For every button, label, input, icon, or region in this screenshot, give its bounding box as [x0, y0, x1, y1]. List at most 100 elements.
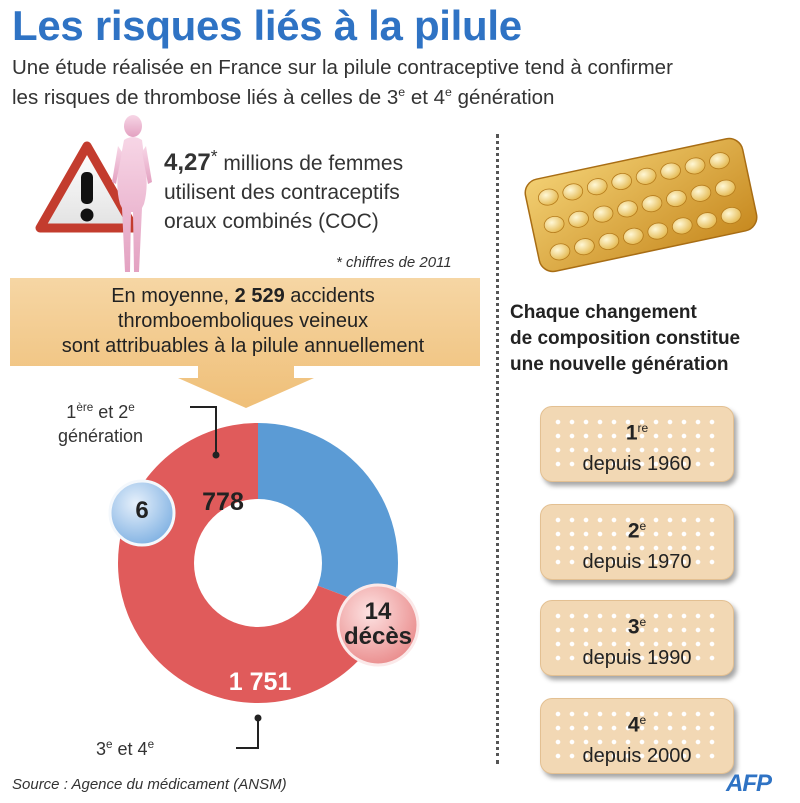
stat-line-1: 4,27* millions de femmes [164, 142, 403, 178]
label-4-sup: e [147, 738, 155, 751]
pill-pack-image [524, 137, 758, 273]
pill [538, 188, 559, 206]
deaths-red-number: 14 [364, 598, 392, 625]
pill [549, 243, 571, 261]
card-gen-3: 3e [541, 607, 733, 643]
subtitle-line-2-post: génération [451, 85, 555, 109]
pill [671, 217, 693, 235]
subtitle-line-2-mid: et 4 [405, 85, 446, 109]
card-gen-1-since: depuis 1960 [582, 452, 692, 475]
card-gen-1-sup: re [637, 421, 649, 435]
subtitle-sup-2: e [445, 85, 452, 99]
pill [647, 222, 669, 240]
label-3-sup: e [106, 738, 113, 751]
card-gen-4-since: depuis 2000 [582, 744, 692, 767]
generation-card-1: 1re depuis 1960 [540, 406, 734, 482]
label-1: 1 [66, 402, 77, 422]
card-gen-4-num: 4 [627, 713, 640, 737]
card-gen-3-since: depuis 1990 [582, 646, 692, 669]
banner-line-3: sont attribuables à la pilule annuelleme… [61, 335, 425, 357]
pill [635, 167, 657, 185]
card-dots [551, 513, 723, 571]
card-dots [551, 415, 723, 473]
leader-dot-blue [212, 451, 220, 459]
generations-title: Chaque changement de composition constit… [510, 300, 740, 378]
stat-block: 4,27* millions de femmes utilisent des c… [164, 142, 403, 236]
leader-line-red [236, 718, 259, 749]
pill [574, 238, 595, 256]
subtitle-line-2-pre: les risques de thrombose liés à celles d… [12, 85, 399, 109]
donut-hole [194, 499, 322, 627]
subtitle-line-2: les risques de thrombose liés à celles d… [12, 80, 673, 110]
pill [660, 162, 681, 180]
pill [684, 157, 706, 175]
card-gen-2-num: 2 [627, 519, 640, 543]
banner-line-1-pre: En moyenne, [111, 285, 235, 307]
generations-title-line-2: de composition constitue [510, 328, 741, 349]
label-first-second-gen: 1ère et 2e génération [58, 396, 143, 448]
pill [666, 189, 687, 207]
generation-card-4: 4e depuis 2000 [540, 698, 734, 774]
label-first-second-gen-line-2: génération [58, 426, 144, 446]
pill [611, 173, 633, 190]
card-text: 4e depuis 2000 [541, 705, 733, 771]
label-third-fourth-gen: 3e et 4e [96, 738, 154, 760]
card-text: 1re depuis 1960 [541, 413, 733, 479]
pill [709, 152, 730, 170]
woman-silhouette-icon [112, 115, 152, 272]
banner-line-2: thromboemboliques veineux [117, 310, 369, 332]
afp-logo: AFP [726, 770, 772, 797]
subtitle-line-1: Une étude réalisée en France sur la pilu… [12, 56, 673, 79]
banner-line-1-post: accidents [284, 285, 375, 307]
value-label-blue: 778 [202, 488, 244, 516]
card-gen-2: 2e [541, 511, 733, 547]
deaths-bubble-blue [108, 479, 176, 547]
deaths-label-red: 14 décès [338, 599, 418, 649]
banner-arrow [10, 278, 480, 408]
warning-icon [35, 141, 139, 233]
generations-title-line-3: une nouvelle génération [510, 354, 729, 375]
pill [568, 210, 589, 228]
generations-title-line-1: Chaque changement [510, 302, 697, 323]
subtitle-sup-1: e [398, 85, 406, 99]
donut-chart [108, 406, 420, 749]
card-text: 2e depuis 1970 [541, 511, 733, 577]
card-gen-2-since: depuis 1970 [582, 550, 692, 573]
label-4: et 4 [112, 739, 148, 759]
banner-text: En moyenne, 2 529 accidents thromboembol… [10, 284, 476, 359]
card-gen-1: 1re [541, 413, 733, 449]
banner-line-1: En moyenne, 2 529 accidents [10, 284, 476, 309]
pill [617, 200, 638, 218]
pill [543, 215, 565, 233]
leader-dot-red [254, 714, 262, 722]
stat-number: 4,27 [164, 149, 211, 176]
pill [715, 179, 736, 197]
stat-line-3: oraux combinés (COC) [164, 210, 379, 233]
deaths-bubble-red [336, 583, 420, 667]
deaths-label-blue: 6 [135, 497, 149, 524]
pill [562, 183, 584, 201]
card-dots [551, 609, 723, 667]
card-gen-4-sup: e [639, 713, 647, 727]
pill [598, 232, 620, 250]
label-1-sup: ère [76, 401, 94, 414]
dotted-divider [496, 134, 499, 764]
footnote: * chiffres de 2011 [336, 254, 452, 271]
subtitle: Une étude réalisée en France sur la pilu… [12, 56, 673, 110]
stat-line-1-text: millions de femmes [217, 152, 404, 175]
deaths-red-word: décès [343, 623, 413, 650]
stat-star: * [210, 146, 218, 166]
card-dots [551, 707, 723, 765]
banner-total: 2 529 [234, 285, 285, 307]
generation-card-2: 2e depuis 1970 [540, 504, 734, 580]
card-gen-3-sup: e [639, 615, 647, 629]
pill [586, 178, 608, 196]
generation-card-3: 3e depuis 1990 [540, 600, 734, 676]
source-note: Source : Agence du médicament (ANSM) [12, 776, 287, 793]
value-label-red: 1 751 [228, 668, 292, 696]
card-gen-2-sup: e [639, 519, 647, 533]
pill [592, 205, 614, 223]
card-text: 3e depuis 1990 [541, 607, 733, 673]
pill [696, 212, 718, 230]
label-3: 3 [96, 739, 107, 759]
